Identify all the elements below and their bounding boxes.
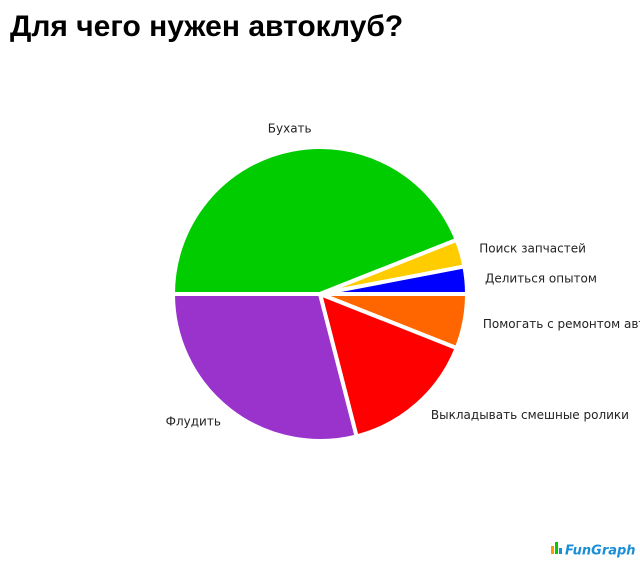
slice-label: Поиск запчастей — [479, 241, 586, 255]
slice-label: Бухать — [268, 122, 312, 136]
slice-label: Помогать с ремонтом авто — [483, 317, 640, 331]
pie-slice — [318, 292, 459, 439]
logo-icon — [551, 542, 562, 554]
logo: FunGraph — [565, 544, 636, 559]
pie-slice — [171, 145, 459, 296]
slice-label: Флудить — [166, 414, 221, 428]
slice-label: Делиться опытом — [485, 271, 597, 285]
pie-slice — [171, 292, 359, 443]
chart-title: Для чего нужен автоклуб? — [10, 10, 403, 43]
slice-label: Выкладывать смешные ролики — [431, 408, 629, 422]
